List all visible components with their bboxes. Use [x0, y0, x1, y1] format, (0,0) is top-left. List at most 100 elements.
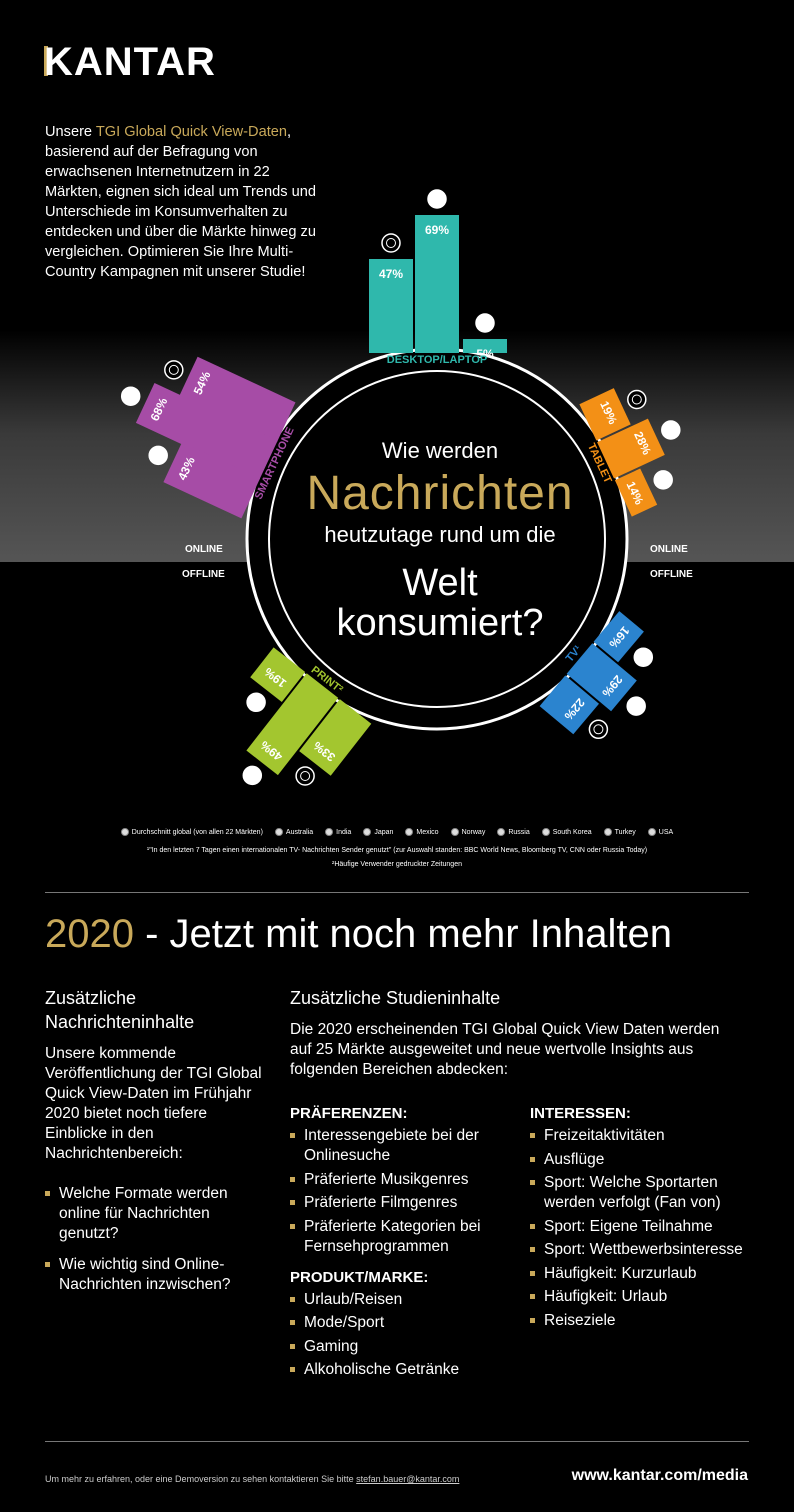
bar-value-label: 47%: [379, 267, 403, 281]
bar-desktoplaptop-durchschnittglobal: [369, 259, 413, 353]
column-praeferenzen: PRÄFERENZEN: Interessengebiete bei der O…: [290, 1105, 520, 1384]
footnote-1: ¹"In den letzten 7 Tagen einen internati…: [146, 847, 648, 854]
legend-label: Durchschnitt global (von allen 22 Märkte…: [131, 828, 263, 836]
flag-icon: [647, 828, 656, 836]
flag-icon: [661, 420, 681, 440]
legend-label: Norway: [461, 828, 486, 836]
divider-bottom: [45, 1441, 749, 1442]
flag-icon: [427, 189, 447, 209]
section-heading: 2020 - Jetzt mit noch mehr Inhalten: [45, 912, 672, 957]
heading-rest: - Jetzt mit noch mehr Inhalten: [133, 912, 672, 956]
legend-label: Russia: [508, 828, 530, 836]
list-item: Sport: Eigene Teilnahme: [530, 1217, 760, 1237]
produkt-title: PRODUKT/MARKE:: [290, 1268, 429, 1286]
chart-inner-ring: [268, 370, 606, 708]
left-bullets: Welche Formate werden online für Nachric…: [45, 1184, 270, 1295]
divider-top: [45, 892, 749, 893]
globe-icon-inner: [593, 724, 604, 735]
flag-icon: [450, 828, 459, 836]
flag-icon: [475, 313, 495, 333]
flag-icon: [626, 696, 646, 716]
list-item: Präferierte Kategorien bei Fernsehprogra…: [290, 1217, 520, 1257]
question-line-4b: konsumiert?: [336, 602, 544, 644]
globe-icon: [381, 233, 401, 253]
flag-icon: [497, 828, 506, 836]
bar-smartphone-southkorea: [135, 383, 278, 481]
interessen-list: Freizeitaktivitäten Ausflüge Sport: Welc…: [530, 1126, 760, 1331]
website-link[interactable]: www.kantar.com/media: [571, 1467, 748, 1484]
left-text: Unsere kommende Veröffentlichung der TGI…: [45, 1045, 262, 1162]
bar-tv-mexico: [566, 643, 637, 712]
legend-item: Russia: [497, 828, 530, 836]
list-item: Häufigkeit: Urlaub: [530, 1287, 760, 1307]
bar-desktoplaptop-russia: [415, 215, 459, 353]
interessen-title: INTERESSEN:: [530, 1105, 631, 1122]
bar-print-durchschnittglobal: [299, 699, 372, 776]
middle-title: Zusätzliche Studieninhalte: [290, 988, 501, 1008]
bar-print-turkey: [246, 673, 339, 776]
flag-icon: [325, 828, 334, 836]
online-label-left: ONLINE: [185, 544, 223, 555]
flag-icon: [246, 692, 266, 713]
legend-label: Turkey: [614, 828, 636, 836]
praef-list: Interessengebiete bei der Onlinesuche Pr…: [290, 1126, 520, 1257]
footnote-2: ²Häufige Verwender gedruckter Zeitungen: [332, 861, 462, 868]
list-item: Interessengebiete bei der Onlinesuche: [290, 1126, 520, 1166]
intro-highlight: TGI Global Quick View-Daten: [95, 124, 287, 140]
online-label-right: ONLINE: [650, 544, 688, 555]
list-item: Sport: Wettbewerbsinteresse: [530, 1240, 760, 1260]
list-item: Ausflüge: [530, 1150, 760, 1170]
flag-icon: [603, 828, 612, 836]
intro-pre: Unsere: [45, 124, 96, 140]
bar-value-label: 69%: [425, 223, 449, 237]
legend-label: USA: [658, 828, 674, 836]
flag-icon: [120, 386, 141, 406]
list-item: Wie wichtig sind Online-Nachrichten inzw…: [45, 1255, 270, 1295]
globe-icon: [164, 360, 184, 380]
legend-label: Australia: [285, 828, 314, 836]
list-item: Welche Formate werden online für Nachric…: [45, 1184, 270, 1244]
legend-item: Norway: [450, 828, 486, 836]
legend-item: Turkey: [603, 828, 636, 836]
bar-smartphone-usa: [163, 442, 260, 519]
legend-item: Australia: [274, 828, 314, 836]
intro-text: Unsere TGI Global Quick View-Daten, basi…: [45, 122, 323, 282]
offline-label-right: OFFLINE: [650, 569, 693, 580]
globe-icon-inner: [300, 771, 311, 781]
question-line-4a: Welt: [402, 562, 478, 604]
bar-tv-durchschnittglobal: [539, 675, 599, 735]
flag-icon: [363, 828, 372, 836]
radial-bar-chart: 47%69%5%DESKTOP/LAPTOP19%28%14%TABLET16%…: [120, 189, 681, 786]
column-interessen: INTERESSEN: Freizeitaktivitäten Ausflüge…: [530, 1105, 760, 1334]
flag-icon: [541, 828, 550, 836]
bar-value-label: 5%: [476, 347, 494, 361]
question-line-3: heutzutage rund um die: [324, 522, 556, 547]
list-item: Präferierte Filmgenres: [290, 1193, 520, 1213]
offline-label-left: OFFLINE: [182, 569, 225, 580]
bar-tv-australia: [593, 611, 644, 663]
bar-smartphone-durchschnittglobal: [179, 356, 296, 443]
globe-icon: [588, 719, 609, 740]
list-item: Mode/Sport: [290, 1313, 520, 1333]
legend-label: South Korea: [552, 828, 592, 836]
produkt-list: Urlaub/Reisen Mode/Sport Gaming Alkoholi…: [290, 1290, 520, 1381]
globe-icon-inner: [386, 238, 396, 248]
footer-text: Um mehr zu erfahren, oder eine Demoversi…: [45, 1474, 357, 1484]
question-line-2: Nachrichten: [306, 467, 574, 520]
left-title: Zusätzliche Nachrichteninhalte: [45, 988, 195, 1032]
question-line-4: Welt konsumiert?: [270, 563, 610, 643]
flag-icon: [653, 470, 673, 490]
heading-year: 2020: [45, 912, 134, 956]
question-line-1: Wie werden: [381, 438, 499, 463]
list-item: Gaming: [290, 1337, 520, 1357]
email-link[interactable]: stefan.bauer@kantar.com: [356, 1474, 460, 1484]
bar-tablet-durchschnittglobal: [579, 388, 631, 441]
flag-icon: [274, 828, 283, 836]
flag-icon: [242, 765, 263, 786]
legend-item: India: [325, 828, 351, 836]
bar-tablet-norway: [597, 418, 665, 479]
globe-icon-inner: [631, 394, 642, 405]
legend-label: Mexico: [416, 828, 439, 836]
list-item: Präferierte Musikgenres: [290, 1170, 520, 1190]
list-item: Alkoholische Getränke: [290, 1360, 520, 1380]
